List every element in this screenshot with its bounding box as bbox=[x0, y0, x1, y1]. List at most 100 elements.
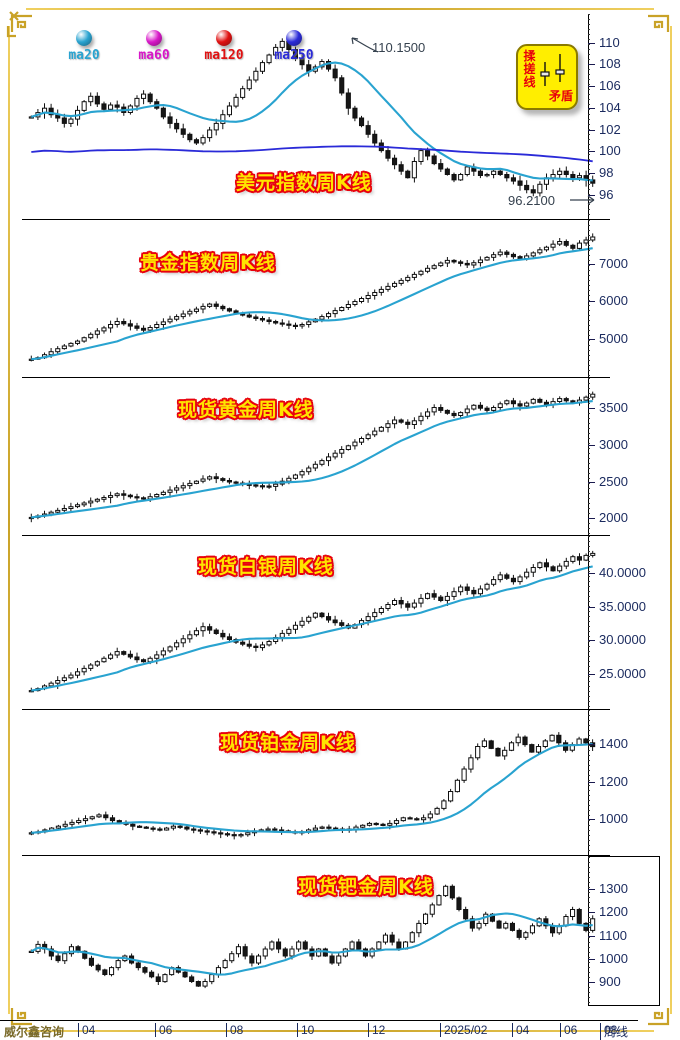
y-tick-label: 110 bbox=[599, 34, 620, 50]
high-pointer-arrow-icon bbox=[351, 37, 379, 53]
y-tick-mark bbox=[588, 481, 595, 483]
y-tick-mark bbox=[588, 444, 595, 446]
y-tick-label: 1200 bbox=[599, 904, 628, 920]
y-tick-mark bbox=[588, 107, 595, 109]
y-axis: 1300 1200 1100 1000 900 bbox=[588, 856, 660, 1006]
ornament-corner-icon bbox=[2, 2, 42, 42]
ma-line bbox=[31, 400, 593, 519]
ma-line bbox=[30, 61, 593, 182]
ma-legend-label: ma120 bbox=[204, 48, 244, 63]
y-tick-label: 102 bbox=[599, 121, 621, 137]
frame-border-top bbox=[26, 8, 654, 10]
y-tick-label: 104 bbox=[599, 99, 621, 115]
y-tick-label: 98 bbox=[599, 164, 614, 180]
y-tick-label: 1300 bbox=[599, 881, 628, 897]
frame-border-bottom bbox=[26, 1030, 654, 1032]
panel-separator bbox=[22, 535, 610, 536]
y-tick-mark bbox=[588, 606, 595, 608]
ornament-corner-icon bbox=[2, 998, 42, 1038]
annotation-callout-box: 揉搓线 矛盾 bbox=[516, 44, 578, 110]
ma-legend-item-ma20: ma20 bbox=[58, 30, 110, 63]
ma-legend-item-ma60: ma60 bbox=[128, 30, 180, 63]
x-axis: 威尔鑫咨询 04 06 08 10 12 2025/02 04 06 08 周线 bbox=[0, 1020, 638, 1040]
panel-title-6: 现货钯金周K线 bbox=[298, 876, 434, 898]
price-annotation-high: 110.1500 bbox=[372, 40, 426, 55]
plot-area[interactable] bbox=[22, 856, 610, 1006]
ma-legend-dot-icon bbox=[216, 30, 232, 46]
y-axis: 110 108 106 104 102 100 98 96 bbox=[588, 14, 660, 220]
y-tick-label: 1200 bbox=[599, 773, 628, 789]
y-axis-minor-ticks bbox=[588, 378, 590, 536]
y-axis-minor-ticks bbox=[588, 857, 590, 1005]
y-tick-label: 106 bbox=[599, 78, 621, 93]
x-axis-label: 04 bbox=[78, 1023, 95, 1037]
ma-legend-label: ma250 bbox=[274, 48, 314, 63]
y-tick-mark bbox=[588, 129, 595, 131]
panel-title-5: 现货铂金周K线 bbox=[220, 732, 356, 754]
y-tick-mark bbox=[588, 64, 595, 66]
y-tick-label: 3500 bbox=[599, 399, 628, 415]
x-axis-label: 06 bbox=[560, 1023, 577, 1037]
y-tick-label: 6000 bbox=[599, 293, 628, 309]
frame-border-right bbox=[670, 26, 672, 1014]
plot-area[interactable] bbox=[22, 536, 610, 710]
low-pointer-arrow-icon bbox=[570, 195, 595, 205]
candlestick-series bbox=[28, 233, 596, 362]
ma-legend-label: ma60 bbox=[138, 48, 170, 63]
y-tick-label: 30.0000 bbox=[599, 632, 646, 648]
panel-title-4: 现货白银周K线 bbox=[198, 556, 334, 578]
ma-line bbox=[31, 247, 593, 361]
y-tick-mark bbox=[588, 958, 595, 960]
ma-legend: ma20 ma60 ma120 ma250 bbox=[58, 30, 320, 63]
ma-line bbox=[31, 742, 593, 834]
ornament-corner-icon bbox=[638, 998, 678, 1038]
x-axis-label: 10 bbox=[297, 1023, 314, 1037]
y-tick-label: 40.0000 bbox=[599, 565, 646, 580]
ma-legend-item-ma120: ma120 bbox=[198, 30, 250, 63]
chart-panel-2[interactable]: 7000 6000 5000 bbox=[22, 220, 660, 378]
y-axis: 7000 6000 5000 bbox=[588, 220, 660, 378]
candlestick-series bbox=[28, 732, 596, 840]
frame-border-left bbox=[8, 26, 10, 1014]
y-tick-label: 100 bbox=[599, 143, 621, 159]
y-tick-mark bbox=[588, 640, 595, 642]
panel-title-2: 贵金指数周K线 bbox=[140, 252, 276, 274]
plot-area[interactable] bbox=[22, 378, 610, 536]
plot-area[interactable] bbox=[22, 220, 610, 378]
y-tick-label: 2000 bbox=[599, 510, 628, 526]
y-tick-mark bbox=[588, 674, 595, 675]
y-tick-label: 108 bbox=[599, 56, 621, 72]
y-tick-mark bbox=[588, 781, 595, 783]
plot-area[interactable] bbox=[22, 710, 610, 856]
ma-legend-dot-icon bbox=[146, 30, 162, 46]
y-tick-mark bbox=[588, 889, 595, 891]
chart-panel-6[interactable]: 1300 1200 1100 1000 900 bbox=[22, 856, 660, 1006]
candlestick-series bbox=[28, 38, 596, 197]
chart-panel-1[interactable]: 110 108 106 104 102 100 98 96 bbox=[22, 14, 660, 220]
panel-title-3: 现货黄金周K线 bbox=[178, 399, 314, 421]
y-tick-label: 900 bbox=[599, 974, 621, 989]
callout-candles-icon bbox=[540, 54, 565, 86]
ma-line bbox=[30, 912, 593, 976]
chart-panel-3[interactable]: 3500 3000 2500 2000 bbox=[22, 378, 660, 536]
x-axis-label: 2025/02 bbox=[440, 1023, 487, 1037]
y-tick-label: 1000 bbox=[599, 950, 628, 966]
chart-panel-5[interactable]: 1400 1200 1000 bbox=[22, 710, 660, 856]
x-axis-label: 04 bbox=[512, 1023, 529, 1037]
panel-separator bbox=[22, 709, 610, 710]
callout-right-label: 矛盾 bbox=[548, 89, 573, 103]
y-axis-minor-ticks bbox=[588, 536, 590, 710]
y-tick-label: 5000 bbox=[599, 331, 628, 347]
y-tick-mark bbox=[588, 744, 595, 746]
chart-stack: 110 108 106 104 102 100 98 96 7000 6000 5000 3500 30… bbox=[22, 14, 660, 1026]
price-annotation-low: 96.2100 bbox=[508, 193, 555, 208]
plot-area[interactable] bbox=[22, 14, 610, 220]
chart-panel-4[interactable]: 40.0000 35.0000 30.0000 25.0000 bbox=[22, 536, 660, 710]
y-tick-label: 35.0000 bbox=[599, 598, 646, 614]
y-tick-label: 7000 bbox=[599, 255, 628, 271]
callout-left-label: 揉搓线 bbox=[523, 49, 536, 89]
y-tick-mark bbox=[588, 982, 595, 983]
y-tick-mark bbox=[588, 194, 595, 196]
y-tick-mark bbox=[588, 86, 595, 87]
y-tick-label: 2500 bbox=[599, 473, 628, 489]
